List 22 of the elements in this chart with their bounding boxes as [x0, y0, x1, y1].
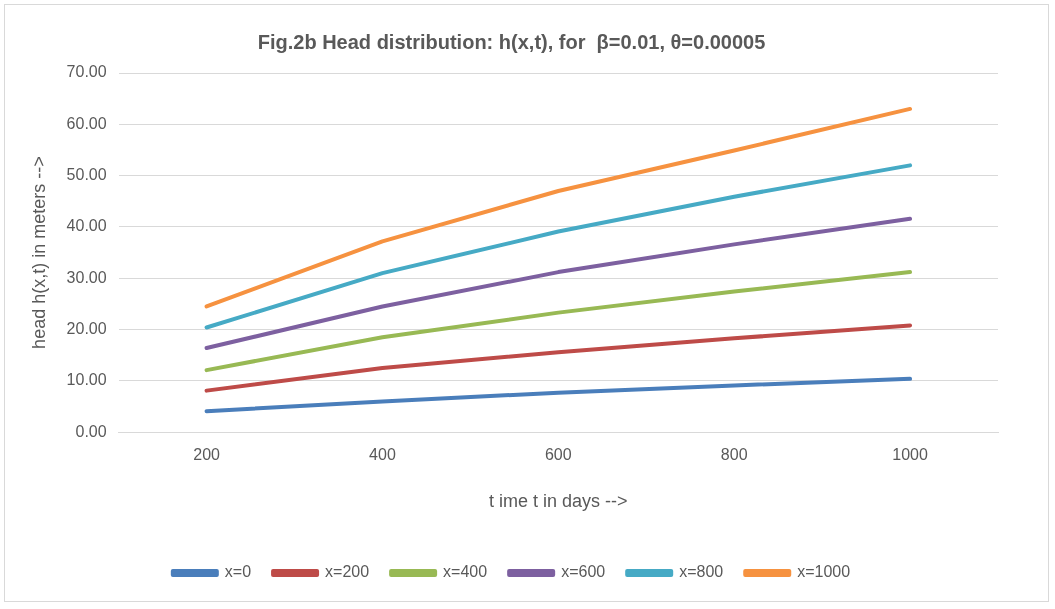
- legend-label: x=800: [679, 563, 724, 581]
- y-tick-label: 60.00: [66, 114, 107, 132]
- x-tick-label: 400: [369, 446, 396, 464]
- y-tick-label: 40.00: [66, 217, 107, 235]
- legend-label: x=200: [325, 563, 370, 581]
- y-tick-label: 70.00: [66, 63, 107, 81]
- legend-label: x=600: [561, 563, 606, 581]
- legend-label: x=0: [224, 563, 252, 581]
- chart-title: Fig.2b Head distribution: h(x,t), for β=0.01, θ=0.00005: [257, 30, 766, 53]
- x-tick-label: 600: [544, 446, 572, 464]
- x-tick-label: 800: [720, 446, 748, 464]
- legend-label: x=1000: [797, 563, 851, 581]
- y-tick-label: 0.00: [75, 422, 107, 440]
- y-tick-label: 30.00: [66, 268, 107, 286]
- y-tick-label: 50.00: [66, 166, 107, 184]
- y-tick-label: 10.00: [66, 371, 107, 389]
- y-axis-title: head h(x,t) in meters -->: [28, 156, 49, 349]
- x-tick-label: 200: [193, 446, 221, 464]
- x-axis-title: t ime t in days -->: [489, 491, 628, 512]
- x-tick-label: 1000: [892, 446, 928, 464]
- legend-label: x=400: [443, 563, 488, 581]
- y-tick-label: 20.00: [66, 319, 107, 337]
